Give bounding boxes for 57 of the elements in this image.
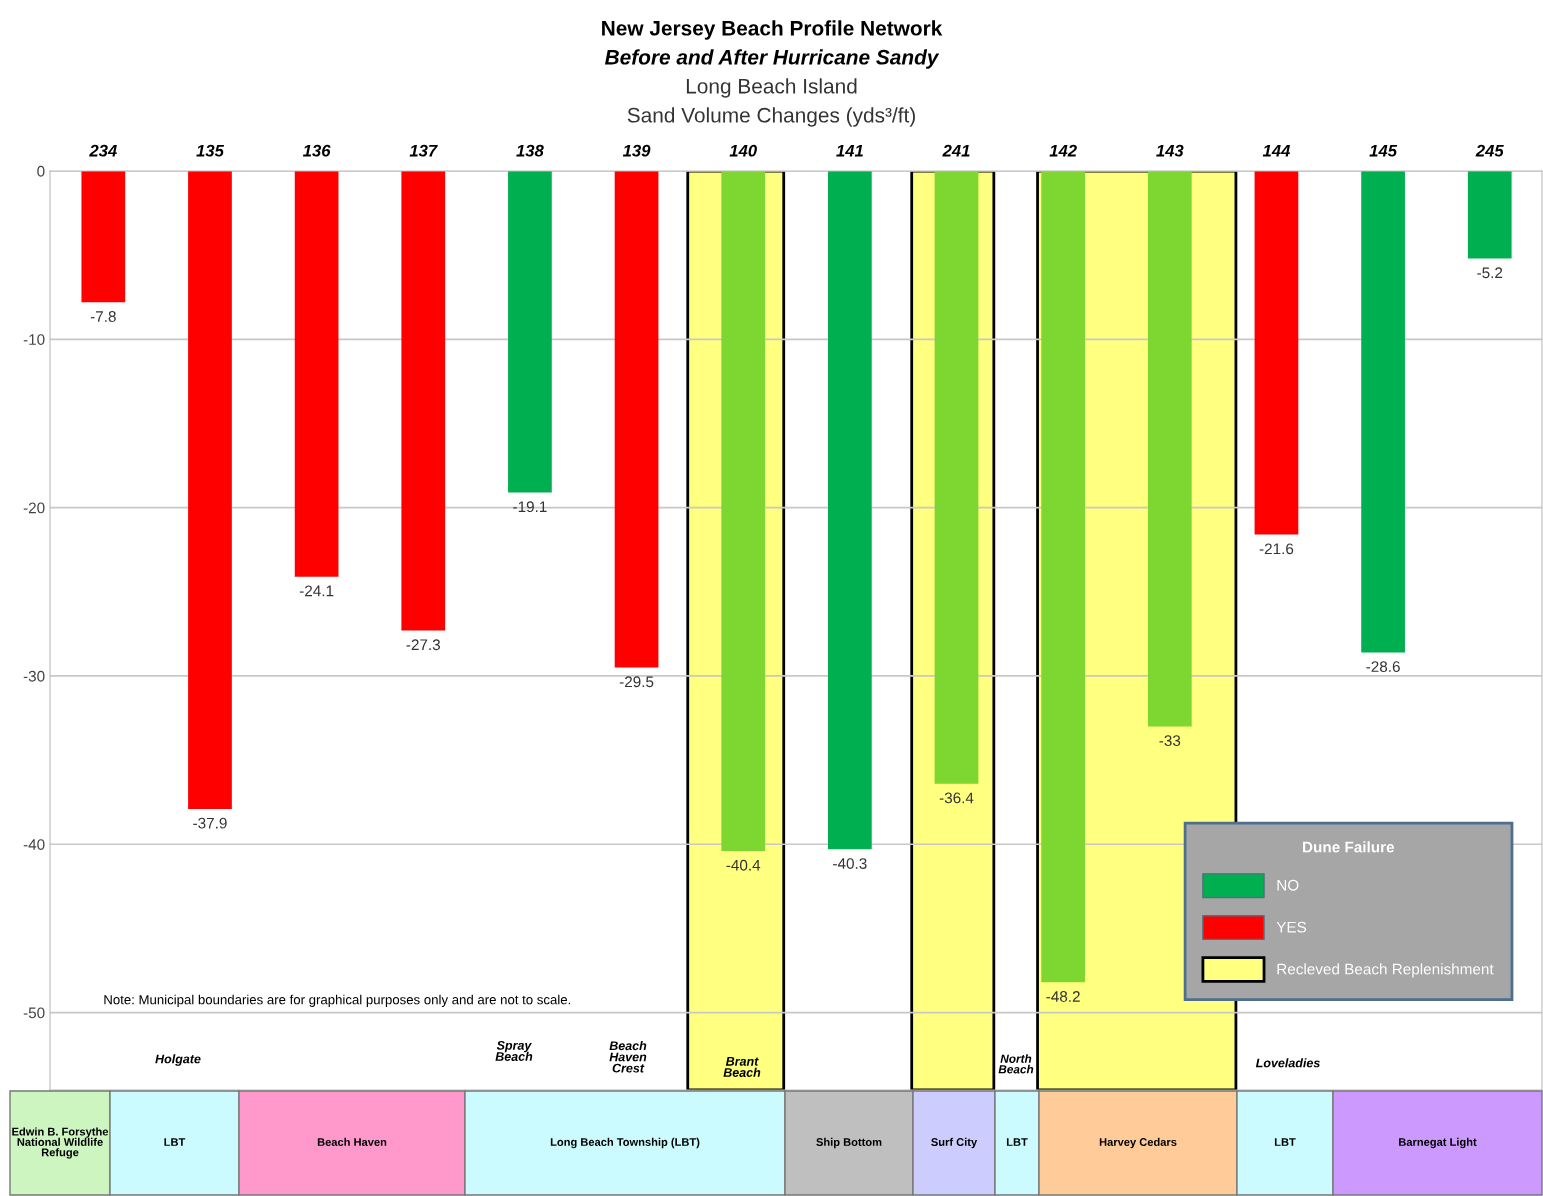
x-tick-label: 138 xyxy=(516,144,544,157)
x-tick-label: 143 xyxy=(1156,144,1184,157)
x-tick-label: 137 xyxy=(409,144,438,157)
data-label: -21.6 xyxy=(1259,543,1294,555)
data-label: -24.1 xyxy=(299,585,334,597)
legend-title: Dune Failure xyxy=(1303,841,1395,853)
legend-label: NO xyxy=(1277,879,1299,891)
y-tick-label: -20 xyxy=(23,502,45,514)
text: Long Beach Township (LBT) xyxy=(550,1137,700,1149)
data-label: -48.2 xyxy=(1046,991,1080,1002)
text: Beach Haven xyxy=(317,1137,387,1146)
annotation: Holgate xyxy=(155,1054,201,1066)
data-label: -37.9 xyxy=(193,817,227,829)
data-label: -5.2 xyxy=(1477,267,1503,279)
data-label: -28.6 xyxy=(1366,661,1400,673)
data-label: -19.1 xyxy=(513,501,547,513)
data-label: -40.3 xyxy=(833,858,867,869)
chart-subtitle: Before and After Hurricane Sandy Long Beach Island Sand Volume Changes (yds³/ft) xyxy=(604,49,940,127)
annotation: Note: Municipal boundaries are for graphical purposes only and are not to scale. xyxy=(104,994,571,1007)
annotation: Beach Haven Crest xyxy=(609,1040,647,1073)
x-tick-label: 145 xyxy=(1369,144,1398,157)
annotation: Spray Beach xyxy=(495,1040,533,1061)
data-label: -7.8 xyxy=(90,311,116,322)
data-label: -36.4 xyxy=(939,792,974,804)
annotation: North Beach xyxy=(998,1054,1034,1074)
x-tick-label: 245 xyxy=(1475,144,1504,157)
text: Edwin B. Forsythe National Wildlife Refuge xyxy=(12,1127,109,1159)
y-tick-label: 0 xyxy=(37,165,45,177)
text: LBT xyxy=(1274,1138,1296,1146)
x-tick-label: 234 xyxy=(89,144,117,157)
x-tick-label: 135 xyxy=(196,144,225,157)
annotation: Recleved Beach Replenishment xyxy=(1277,963,1494,978)
text: Harvey Cedars xyxy=(1099,1137,1177,1149)
y-tick-label: -40 xyxy=(23,839,45,850)
chart-title: New Jersey Beach Profile Network xyxy=(602,20,943,40)
x-tick-label: 144 xyxy=(1262,144,1291,157)
text: LBT xyxy=(1006,1138,1028,1146)
x-tick-label: 142 xyxy=(1049,144,1077,157)
legend-label: YES xyxy=(1276,921,1307,933)
x-tick-label: 139 xyxy=(622,144,651,157)
data-label: -33 xyxy=(1159,735,1181,747)
text: Ship Bottom xyxy=(816,1137,882,1149)
y-tick-label: -50 xyxy=(23,1007,45,1019)
data-label: -27.3 xyxy=(406,639,441,651)
x-tick-label: 241 xyxy=(942,144,970,157)
y-tick-label: -30 xyxy=(23,670,45,682)
data-label: -40.4 xyxy=(726,859,761,871)
text: LBT xyxy=(164,1138,186,1146)
annotation: Brant Beach xyxy=(723,1057,761,1077)
y-tick-label: -10 xyxy=(23,334,45,345)
annotation: Loveladies xyxy=(1255,1058,1320,1068)
text: Barnegat Light xyxy=(1399,1137,1477,1149)
x-tick-label: 140 xyxy=(729,144,757,157)
text: Surf City xyxy=(931,1137,978,1149)
x-tick-label: 136 xyxy=(302,144,331,157)
x-tick-label: 141 xyxy=(836,144,863,157)
data-label: -29.5 xyxy=(619,676,654,688)
